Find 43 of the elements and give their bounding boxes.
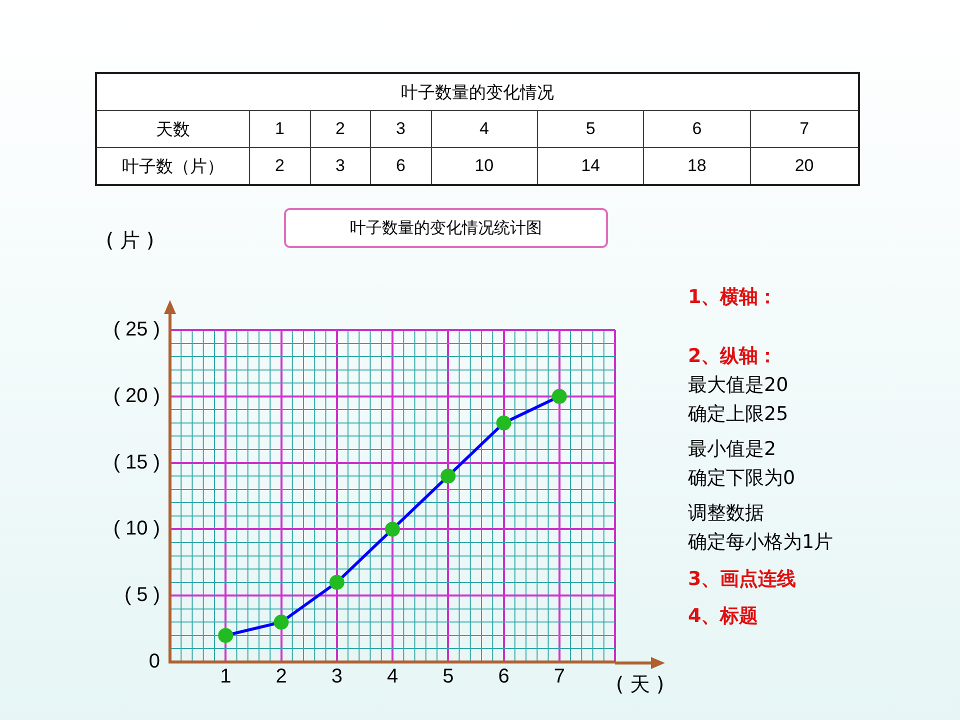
y-tick-label: ( 20 ) bbox=[113, 384, 160, 407]
text: 确定上限25 bbox=[688, 402, 790, 427]
y-tick-label: ( 10 ) bbox=[113, 518, 160, 540]
text: 6 bbox=[370, 148, 431, 185]
text: 18 bbox=[644, 148, 750, 185]
text: 10 bbox=[431, 148, 538, 185]
x-tick-label: 6 bbox=[498, 666, 510, 688]
x-tick-label: 1 bbox=[220, 666, 232, 688]
x-axis-title: ( 天 ) bbox=[616, 672, 664, 696]
y-tick-label: ( 25 ) bbox=[113, 318, 160, 341]
y-axis-title: ( 片 ) bbox=[106, 228, 154, 252]
chart-title: 叶子数量的变化情况 bbox=[96, 73, 859, 110]
y-tick-label: ( 15 ) bbox=[113, 451, 160, 474]
text: 1、横轴： bbox=[688, 285, 778, 310]
y-tick-label: ( 5 ) bbox=[124, 584, 160, 606]
text: 最小值是2 bbox=[688, 437, 778, 462]
category-label: 7 bbox=[800, 119, 810, 138]
category-label: 1 bbox=[275, 119, 284, 138]
category-label: 4 bbox=[479, 119, 489, 138]
x-tick-label: 4 bbox=[386, 666, 398, 688]
text: 确定每小格为1片 bbox=[688, 530, 834, 555]
text: 14 bbox=[537, 148, 644, 185]
text: 4、标题 bbox=[688, 604, 760, 629]
chart-subtitle: 叶子数量的变化情况统计图 bbox=[284, 208, 608, 248]
category-label: 3 bbox=[396, 119, 406, 138]
category-label: 5 bbox=[586, 119, 596, 138]
text: 2、纵轴： bbox=[688, 344, 778, 369]
category-label: 6 bbox=[692, 119, 702, 138]
text: 20 bbox=[750, 148, 859, 185]
category-label: 2 bbox=[336, 119, 345, 138]
text: 3 bbox=[310, 148, 370, 185]
y-tick-label: 0 bbox=[148, 650, 160, 673]
text: 天数 bbox=[96, 110, 250, 148]
x-tick-label: 5 bbox=[442, 666, 454, 688]
x-tick-label: 3 bbox=[331, 666, 342, 688]
text: 调整数据 bbox=[688, 501, 765, 526]
x-tick-label: 7 bbox=[554, 666, 565, 688]
text: 确定下限为0 bbox=[688, 466, 796, 491]
text: 2 bbox=[250, 148, 310, 185]
text: 叶子数（片） bbox=[96, 148, 250, 185]
text: 3、画点连线 bbox=[688, 567, 798, 592]
x-tick-label: 2 bbox=[276, 666, 287, 688]
text: 最大值是20 bbox=[688, 373, 790, 398]
